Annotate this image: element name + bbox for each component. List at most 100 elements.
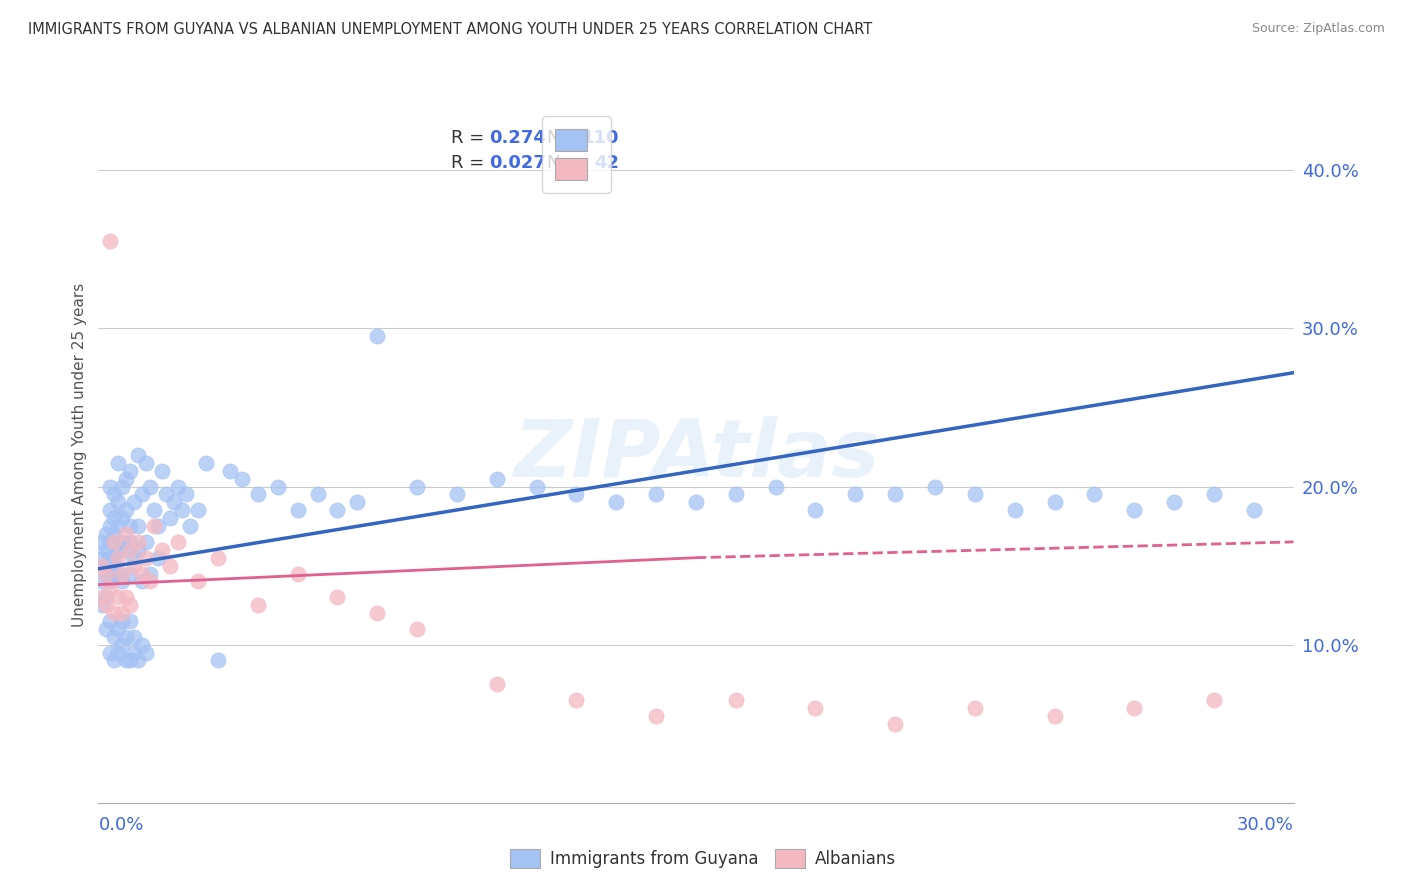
Point — [120, 542, 142, 557]
Point — [150, 542, 173, 557]
Point — [127, 653, 149, 667]
Text: R =: R = — [451, 153, 489, 171]
Point — [103, 534, 125, 549]
Point — [187, 503, 209, 517]
Point — [326, 591, 349, 605]
Point — [139, 574, 162, 589]
Point — [724, 487, 747, 501]
Point — [172, 503, 194, 517]
Point — [115, 591, 138, 605]
Point — [131, 638, 153, 652]
Point — [1004, 503, 1026, 517]
Text: IMMIGRANTS FROM GUYANA VS ALBANIAN UNEMPLOYMENT AMONG YOUTH UNDER 25 YEARS CORRE: IMMIGRANTS FROM GUYANA VS ALBANIAN UNEMP… — [28, 22, 872, 37]
Point — [1043, 708, 1066, 723]
Point — [111, 638, 134, 652]
Point — [111, 534, 134, 549]
Point — [605, 495, 627, 509]
Point — [131, 574, 153, 589]
Point — [107, 622, 129, 636]
Point — [111, 566, 134, 581]
Point — [287, 566, 309, 581]
Point — [724, 693, 747, 707]
Point — [346, 495, 368, 509]
Point — [804, 701, 827, 715]
Point — [963, 487, 986, 501]
Point — [135, 456, 157, 470]
Point — [485, 472, 508, 486]
Point — [98, 614, 122, 628]
Point — [111, 511, 134, 525]
Point — [107, 566, 129, 581]
Point — [163, 495, 186, 509]
Point — [107, 519, 129, 533]
Point — [135, 534, 157, 549]
Point — [96, 622, 118, 636]
Point — [96, 558, 118, 573]
Point — [131, 487, 153, 501]
Point — [115, 630, 138, 644]
Point — [127, 448, 149, 462]
Point — [91, 574, 114, 589]
Point — [307, 487, 329, 501]
Point — [366, 329, 388, 343]
Point — [1202, 487, 1225, 501]
Point — [804, 503, 827, 517]
Point — [143, 503, 166, 517]
Point — [107, 495, 129, 509]
Point — [207, 653, 229, 667]
Text: 42: 42 — [595, 153, 620, 171]
Legend: Immigrants from Guyana, Albanians: Immigrants from Guyana, Albanians — [503, 842, 903, 875]
Point — [1083, 487, 1105, 501]
Point — [96, 598, 118, 612]
Point — [98, 574, 122, 589]
Point — [884, 487, 907, 501]
Point — [111, 479, 134, 493]
Point — [120, 464, 142, 478]
Point — [107, 550, 129, 565]
Legend: , : , — [543, 116, 610, 193]
Point — [98, 582, 122, 597]
Point — [1123, 701, 1146, 715]
Point — [765, 479, 787, 493]
Point — [103, 630, 125, 644]
Point — [645, 487, 668, 501]
Point — [107, 456, 129, 470]
Point — [120, 519, 142, 533]
Point — [139, 566, 162, 581]
Point — [406, 622, 429, 636]
Point — [844, 487, 866, 501]
Point — [96, 542, 118, 557]
Point — [246, 598, 269, 612]
Point — [91, 534, 114, 549]
Point — [96, 566, 118, 581]
Point — [98, 534, 122, 549]
Point — [103, 527, 125, 541]
Point — [96, 527, 118, 541]
Point — [107, 542, 129, 557]
Point — [120, 653, 142, 667]
Point — [924, 479, 946, 493]
Point — [103, 653, 125, 667]
Point — [246, 487, 269, 501]
Point — [287, 503, 309, 517]
Point — [207, 550, 229, 565]
Point — [120, 534, 142, 549]
Point — [1243, 503, 1265, 517]
Text: 0.0%: 0.0% — [98, 816, 143, 834]
Point — [91, 550, 114, 565]
Point — [98, 479, 122, 493]
Point — [884, 716, 907, 731]
Point — [366, 606, 388, 620]
Point — [111, 614, 134, 628]
Point — [127, 534, 149, 549]
Point — [124, 558, 146, 573]
Point — [194, 456, 218, 470]
Point — [120, 614, 142, 628]
Point — [131, 566, 153, 581]
Point — [150, 464, 173, 478]
Point — [963, 701, 986, 715]
Point — [645, 708, 668, 723]
Point — [135, 550, 157, 565]
Y-axis label: Unemployment Among Youth under 25 years: Unemployment Among Youth under 25 years — [72, 283, 87, 627]
Point — [143, 519, 166, 533]
